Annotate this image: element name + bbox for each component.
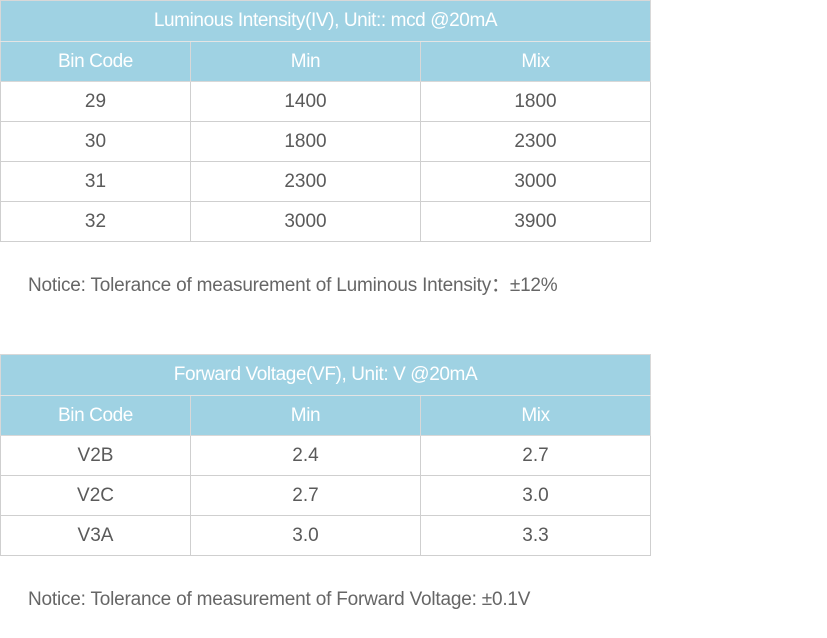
max-cell: 3.0 — [419, 475, 652, 516]
luminous-intensity-table: Luminous Intensity(IV), Unit:: mcd @20mA… — [0, 0, 652, 242]
luminous-intensity-notice: Notice: Tolerance of measurement of Lumi… — [28, 275, 558, 296]
max-cell: 3.3 — [419, 515, 652, 556]
table-row: V2C 2.7 3.0 — [0, 475, 652, 516]
min-cell: 2.7 — [190, 475, 421, 516]
column-header-bin-code: Bin Code — [0, 41, 191, 82]
max-cell: 2300 — [419, 121, 652, 162]
column-header-min: Min — [190, 395, 421, 436]
table-row: 30 1800 2300 — [0, 121, 652, 162]
table-row: V2B 2.4 2.7 — [0, 435, 652, 476]
column-header-max: Mix — [419, 395, 652, 436]
forward-voltage-table-block: Forward Voltage(VF), Unit: V @20mA Bin C… — [0, 354, 652, 556]
luminous-intensity-table-block: Luminous Intensity(IV), Unit:: mcd @20mA… — [0, 0, 652, 242]
column-header-min: Min — [190, 41, 421, 82]
max-cell: 3900 — [419, 201, 652, 242]
table-row: 31 2300 3000 — [0, 161, 652, 202]
bin-code-cell: 32 — [0, 201, 191, 242]
forward-voltage-table: Forward Voltage(VF), Unit: V @20mA Bin C… — [0, 354, 652, 556]
max-cell: 1800 — [419, 81, 652, 122]
table-row: 32 3000 3900 — [0, 201, 652, 242]
bin-code-cell: 31 — [0, 161, 191, 202]
header-row: Bin Code Min Mix — [0, 41, 652, 82]
header-row: Bin Code Min Mix — [0, 395, 652, 436]
forward-voltage-notice: Notice: Tolerance of measurement of Forw… — [28, 589, 531, 610]
min-cell: 3000 — [190, 201, 421, 242]
column-header-bin-code: Bin Code — [0, 395, 191, 436]
bin-code-cell: V2B — [0, 435, 191, 476]
min-cell: 2.4 — [190, 435, 421, 476]
column-header-max: Mix — [419, 41, 652, 82]
table-row: 29 1400 1800 — [0, 81, 652, 122]
table-row: V3A 3.0 3.3 — [0, 515, 652, 556]
min-cell: 3.0 — [190, 515, 421, 556]
bin-code-cell: 29 — [0, 81, 191, 122]
table-title: Luminous Intensity(IV), Unit:: mcd @20mA — [0, 0, 652, 42]
min-cell: 1800 — [190, 121, 421, 162]
min-cell: 2300 — [190, 161, 421, 202]
min-cell: 1400 — [190, 81, 421, 122]
max-cell: 3000 — [419, 161, 652, 202]
bin-code-cell: V3A — [0, 515, 191, 556]
bin-code-cell: V2C — [0, 475, 191, 516]
max-cell: 2.7 — [419, 435, 652, 476]
table-title: Forward Voltage(VF), Unit: V @20mA — [0, 354, 652, 396]
bin-code-cell: 30 — [0, 121, 191, 162]
